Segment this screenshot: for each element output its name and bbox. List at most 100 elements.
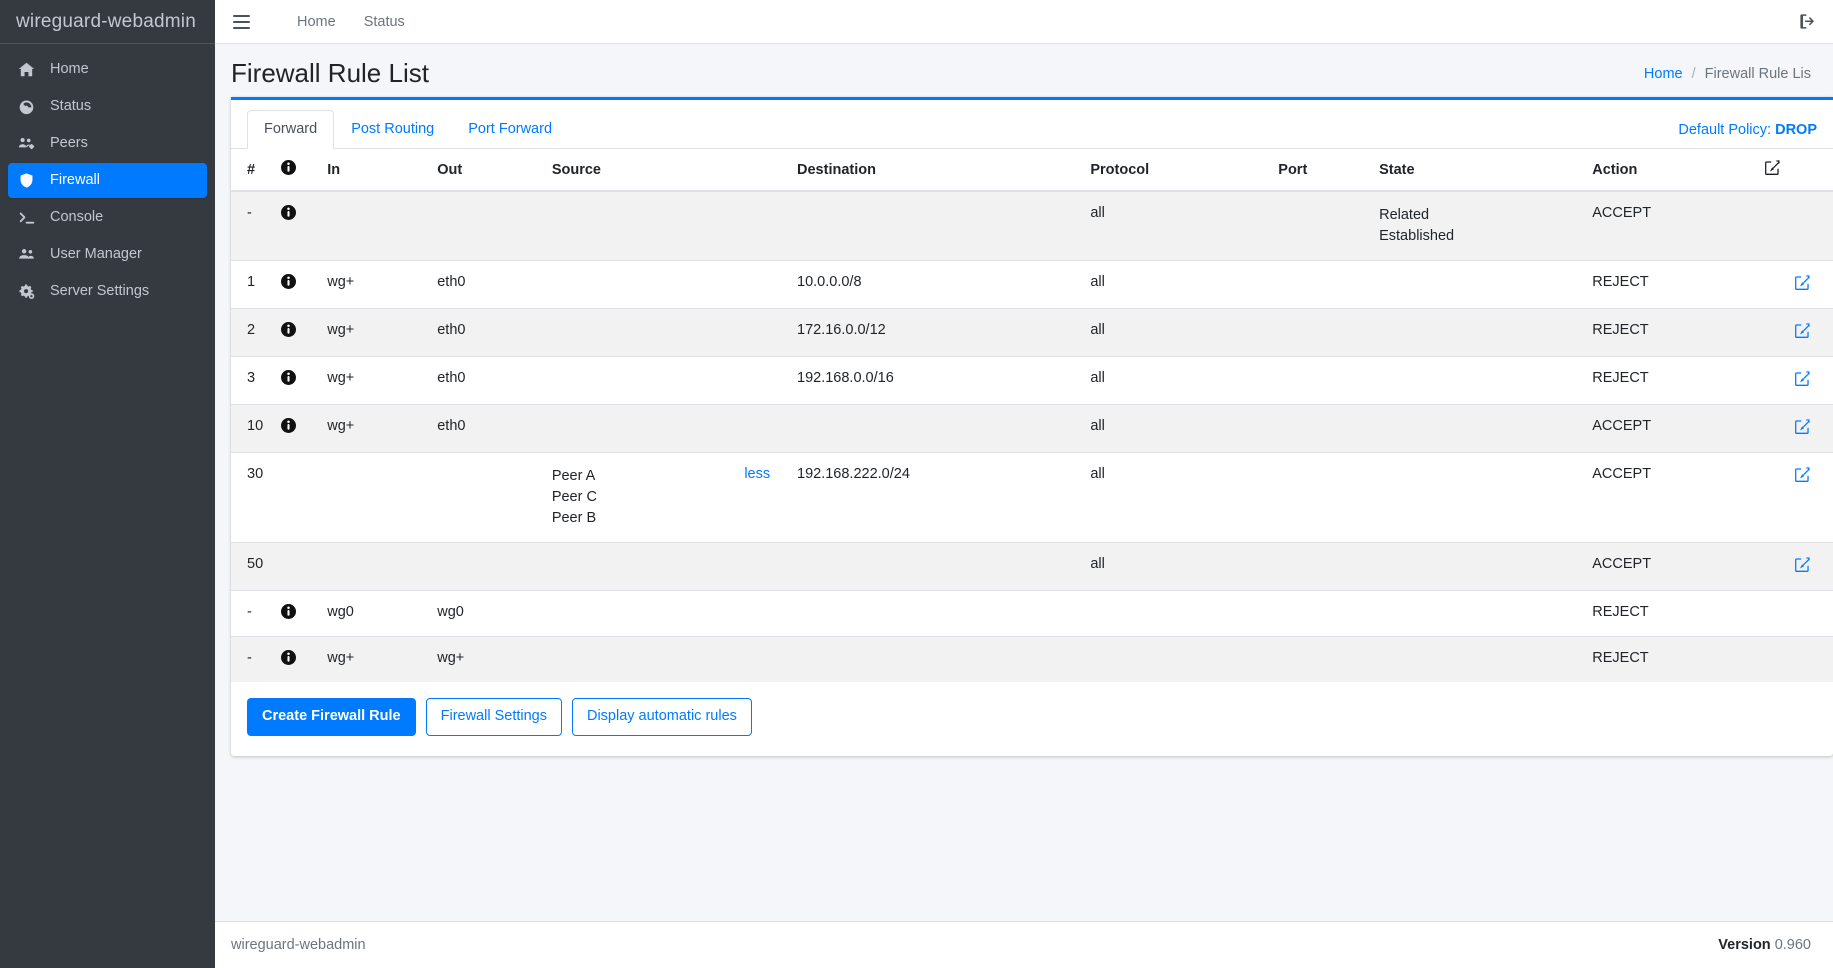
tab-port-forward[interactable]: Port Forward <box>468 121 553 138</box>
info-icon[interactable] <box>281 650 297 666</box>
rule-port <box>1278 636 1380 683</box>
column-header-protocol[interactable]: Protocol <box>1090 148 1279 193</box>
rule-number: 10 <box>231 404 282 453</box>
edit-icon[interactable] <box>1764 159 1781 176</box>
sidebar-item-status[interactable]: Status <box>8 89 207 124</box>
sidebar-item-label: Server Settings <box>50 283 150 300</box>
less-link[interactable]: less <box>744 466 771 483</box>
rule-out <box>437 190 552 261</box>
rule-destination <box>797 190 1091 261</box>
rule-edit-cell[interactable] <box>1764 452 1833 543</box>
info-icon[interactable] <box>281 274 297 290</box>
rule-state <box>1379 542 1593 591</box>
footer-version-label: Version <box>1718 937 1771 953</box>
rule-info-cell[interactable] <box>281 356 328 405</box>
rule-out: wg0 <box>437 590 552 637</box>
sidebar-item-label: Console <box>50 209 104 226</box>
column-header-num[interactable]: # <box>231 148 282 193</box>
rule-action: ACCEPT <box>1592 452 1765 543</box>
table-header-row: # In Ou <box>231 148 1833 193</box>
display-automatic-rules-button[interactable]: Display automatic rules <box>571 698 752 736</box>
column-header-action[interactable]: Action <box>1592 148 1765 193</box>
rule-info-cell[interactable] <box>281 260 328 309</box>
rule-number: 3 <box>231 356 282 405</box>
rule-destination <box>797 404 1091 453</box>
rule-action: ACCEPT <box>1592 542 1765 591</box>
sidebar-item-console[interactable]: Console <box>8 200 207 235</box>
rule-state <box>1379 590 1593 637</box>
table-row: 10 wg+ eth0 all ACCEPT <box>231 404 1833 453</box>
column-header-destination[interactable]: Destination <box>797 148 1091 193</box>
rule-in <box>327 542 438 591</box>
rule-protocol: all <box>1090 356 1279 405</box>
sidebar-item-server-settings[interactable]: Server Settings <box>8 274 207 309</box>
rule-info-cell[interactable] <box>281 590 328 637</box>
info-icon[interactable] <box>281 322 297 338</box>
edit-icon[interactable] <box>1794 322 1811 339</box>
table-row: - all Related Established ACCEPT <box>231 190 1833 261</box>
breadcrumb-home[interactable]: Home <box>1643 65 1683 82</box>
rule-info-cell[interactable] <box>281 190 328 261</box>
rule-out <box>437 542 552 591</box>
rule-edit-cell[interactable] <box>1764 356 1833 405</box>
edit-icon[interactable] <box>1794 556 1811 573</box>
rule-destination: 172.16.0.0/12 <box>797 308 1091 357</box>
rule-edit-cell[interactable] <box>1764 260 1833 309</box>
rule-action: ACCEPT <box>1592 404 1765 453</box>
info-icon[interactable] <box>281 205 297 221</box>
rule-info-cell[interactable] <box>281 636 328 683</box>
create-firewall-rule-button[interactable]: Create Firewall Rule <box>247 698 416 736</box>
rule-edit-cell <box>1764 590 1833 637</box>
logout-icon[interactable] <box>1798 12 1817 31</box>
page-title: Firewall Rule List <box>231 58 429 88</box>
info-icon[interactable] <box>281 370 297 386</box>
edit-icon[interactable] <box>1794 466 1811 483</box>
rule-port <box>1278 542 1380 591</box>
column-header-out[interactable]: Out <box>437 148 552 193</box>
sidebar-item-home[interactable]: Home <box>8 52 207 87</box>
sidebar-item-firewall[interactable]: Firewall <box>8 163 207 198</box>
topbar-link-home[interactable]: Home <box>297 13 336 30</box>
rule-number: - <box>231 190 282 261</box>
hamburger-icon[interactable] <box>233 11 255 33</box>
sidebar-brand[interactable]: wireguard-webadmin <box>0 0 215 44</box>
rule-expand-toggle[interactable]: less <box>744 452 798 543</box>
default-policy[interactable]: Default Policy: DROP <box>1678 122 1817 148</box>
rule-in: wg+ <box>327 404 438 453</box>
tab-post-routing[interactable]: Post Routing <box>351 121 435 138</box>
rule-state <box>1379 452 1593 543</box>
column-header-state[interactable]: State <box>1379 148 1593 193</box>
topbar-link-status[interactable]: Status <box>363 13 405 30</box>
peers-icon <box>18 135 44 153</box>
rule-edit-cell[interactable] <box>1764 404 1833 453</box>
rule-out <box>437 452 552 543</box>
column-header-edit[interactable] <box>1764 148 1833 193</box>
tab-forward[interactable]: Forward <box>247 110 335 150</box>
column-header-source[interactable]: Source <box>551 148 745 193</box>
column-header-in[interactable]: In <box>327 148 438 193</box>
edit-icon[interactable] <box>1794 274 1811 291</box>
rule-in: wg+ <box>327 356 438 405</box>
sidebar-item-user-manager[interactable]: User Manager <box>8 237 207 272</box>
sidebar-item-peers[interactable]: Peers <box>8 126 207 161</box>
rule-source <box>551 590 745 637</box>
edit-icon[interactable] <box>1794 418 1811 435</box>
state-value: Related <box>1379 207 1430 224</box>
info-icon[interactable] <box>281 604 297 620</box>
rule-info-cell[interactable] <box>281 308 328 357</box>
topbar: Home Status <box>215 0 1833 44</box>
sidebar-item-label: Firewall <box>50 172 100 189</box>
shield-icon <box>18 172 44 190</box>
rule-edit-cell[interactable] <box>1764 542 1833 591</box>
rule-in: wg+ <box>327 260 438 309</box>
rule-edit-cell[interactable] <box>1764 308 1833 357</box>
rule-port <box>1278 356 1380 405</box>
rule-in: wg0 <box>327 590 438 637</box>
edit-icon[interactable] <box>1794 370 1811 387</box>
column-header-port[interactable]: Port <box>1278 148 1380 193</box>
rule-info-cell[interactable] <box>281 404 328 453</box>
rule-state <box>1379 260 1593 309</box>
firewall-settings-button[interactable]: Firewall Settings <box>425 698 562 736</box>
info-icon[interactable] <box>281 418 297 434</box>
info-icon <box>281 160 297 176</box>
